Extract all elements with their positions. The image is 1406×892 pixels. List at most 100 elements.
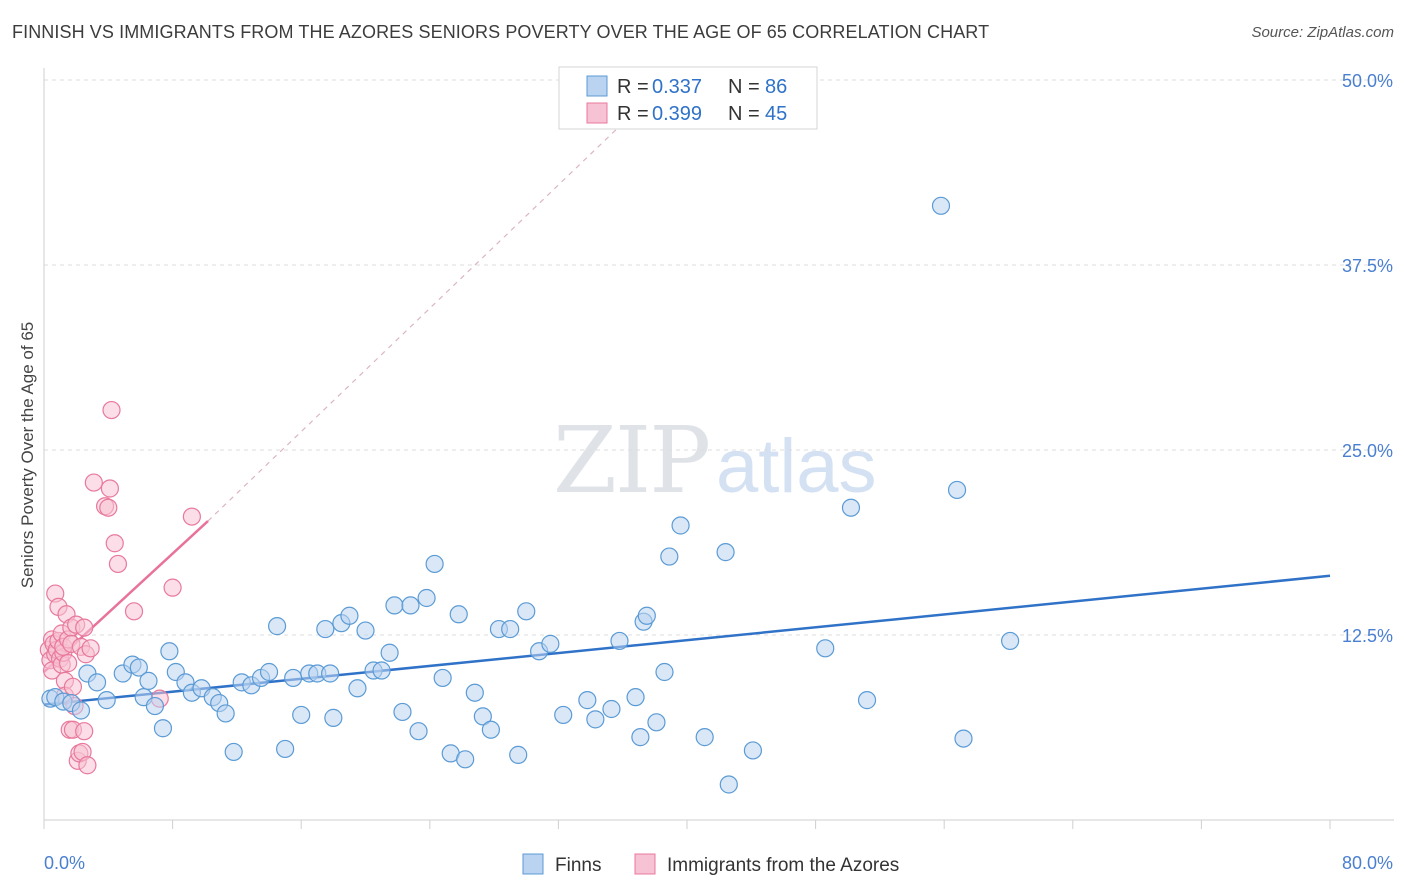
tick-labels: 12.5% 25.0% 37.5% 50.0% 0.0% 80.0% xyxy=(44,71,1393,873)
finns-point xyxy=(954,729,973,748)
finns-point xyxy=(626,688,645,707)
correlation-legend: R = 0.337 N = 86 R = 0.399 N = 45 xyxy=(558,66,818,130)
y-tick-label: 50.0% xyxy=(1342,71,1393,91)
legend-r-value: 0.337 xyxy=(652,76,702,98)
finns-point xyxy=(481,720,500,739)
finns-point xyxy=(276,739,295,759)
x-tick-label: 80.0% xyxy=(1342,853,1393,873)
finns-point xyxy=(660,547,679,566)
finns-point xyxy=(857,691,877,710)
legend-swatch-finns xyxy=(586,75,608,97)
finns-point xyxy=(719,775,738,794)
finns-point xyxy=(465,683,484,702)
finns-point xyxy=(356,621,375,640)
watermark-zip: ZIP xyxy=(553,407,709,514)
finns-points xyxy=(41,196,1020,794)
finns-point xyxy=(671,516,690,535)
y-tick-label: 12.5% xyxy=(1342,626,1393,646)
finns-point xyxy=(87,673,107,692)
watermark-atlas: atlas xyxy=(716,424,877,509)
finns-point xyxy=(321,664,340,683)
finns-point xyxy=(449,605,468,624)
chart-title: FINNISH VS IMMIGRANTS FROM THE AZORES SE… xyxy=(12,22,990,42)
finns-point xyxy=(931,196,951,215)
finns-point xyxy=(97,691,116,710)
azores-point xyxy=(84,473,103,492)
finns-point xyxy=(578,691,597,710)
finns-point xyxy=(456,750,475,769)
watermark: ZIP atlas xyxy=(553,407,877,514)
finns-point xyxy=(160,642,179,661)
legend-label-azores: Immigrants from the Azores xyxy=(667,855,899,876)
finns-point xyxy=(139,671,158,690)
finns-point xyxy=(509,745,528,764)
finns-point xyxy=(541,634,560,653)
finns-point xyxy=(153,719,173,738)
finns-point xyxy=(816,639,835,658)
finns-point xyxy=(433,668,452,688)
finns-point xyxy=(743,741,763,760)
finns-point xyxy=(216,704,235,723)
finns-point xyxy=(586,710,605,729)
azores-point xyxy=(99,498,118,517)
azores-point xyxy=(105,534,124,553)
finns-point xyxy=(292,705,311,725)
legend-swatch-finns xyxy=(522,853,544,875)
legend-swatch-azores xyxy=(586,102,608,124)
finns-point xyxy=(841,498,861,517)
azores-point xyxy=(182,507,201,526)
finns-point xyxy=(316,619,335,639)
finns-point xyxy=(947,480,967,500)
legend-n-label: N = xyxy=(728,103,760,125)
finns-point xyxy=(637,606,656,625)
finns-point xyxy=(71,701,91,720)
finns-point xyxy=(401,596,420,615)
finns-point xyxy=(409,722,428,741)
finns-point xyxy=(417,588,436,608)
azores-point xyxy=(102,400,121,420)
legend-r-label: R = xyxy=(617,76,649,98)
finns-point xyxy=(224,742,243,762)
finns-point xyxy=(385,596,404,615)
azores-point xyxy=(124,602,144,621)
finns-point xyxy=(372,661,391,680)
azores-point xyxy=(75,618,94,637)
finns-point xyxy=(267,617,287,636)
finns-point xyxy=(284,668,303,688)
x-tick-label: 0.0% xyxy=(44,853,85,873)
azores-point xyxy=(108,554,128,574)
finns-point xyxy=(554,705,573,725)
finns-point xyxy=(647,713,666,732)
legend-r-label: R = xyxy=(617,103,649,125)
legend-n-value: 45 xyxy=(765,103,787,125)
finns-point xyxy=(380,643,399,662)
azores-point xyxy=(100,479,120,498)
legend-n-value: 86 xyxy=(765,76,787,98)
legend-n-label: N = xyxy=(728,76,760,98)
azores-points xyxy=(39,400,201,775)
finns-point xyxy=(517,602,536,621)
finns-point xyxy=(631,728,650,747)
finns-point xyxy=(610,631,629,651)
azores-point xyxy=(63,677,83,696)
finns-point xyxy=(340,606,359,625)
series-legend: Finns Immigrants from the Azores xyxy=(522,853,899,876)
azores-point xyxy=(81,639,100,658)
legend-swatch-azores xyxy=(634,853,656,875)
finns-point xyxy=(473,707,492,726)
finns-point xyxy=(716,543,735,562)
azores-trend-extension xyxy=(207,113,633,522)
finns-point xyxy=(129,658,148,677)
finns-point xyxy=(145,696,165,716)
finns-point xyxy=(695,728,714,747)
finns-point xyxy=(655,662,674,682)
azores-point xyxy=(75,722,94,741)
finns-point xyxy=(1001,631,1020,651)
finns-point xyxy=(259,662,279,682)
y-tick-label: 25.0% xyxy=(1342,441,1393,461)
finns-point xyxy=(393,702,412,722)
y-tick-label: 37.5% xyxy=(1342,256,1393,276)
legend-label-finns: Finns xyxy=(555,855,601,876)
azores-point xyxy=(163,578,182,597)
